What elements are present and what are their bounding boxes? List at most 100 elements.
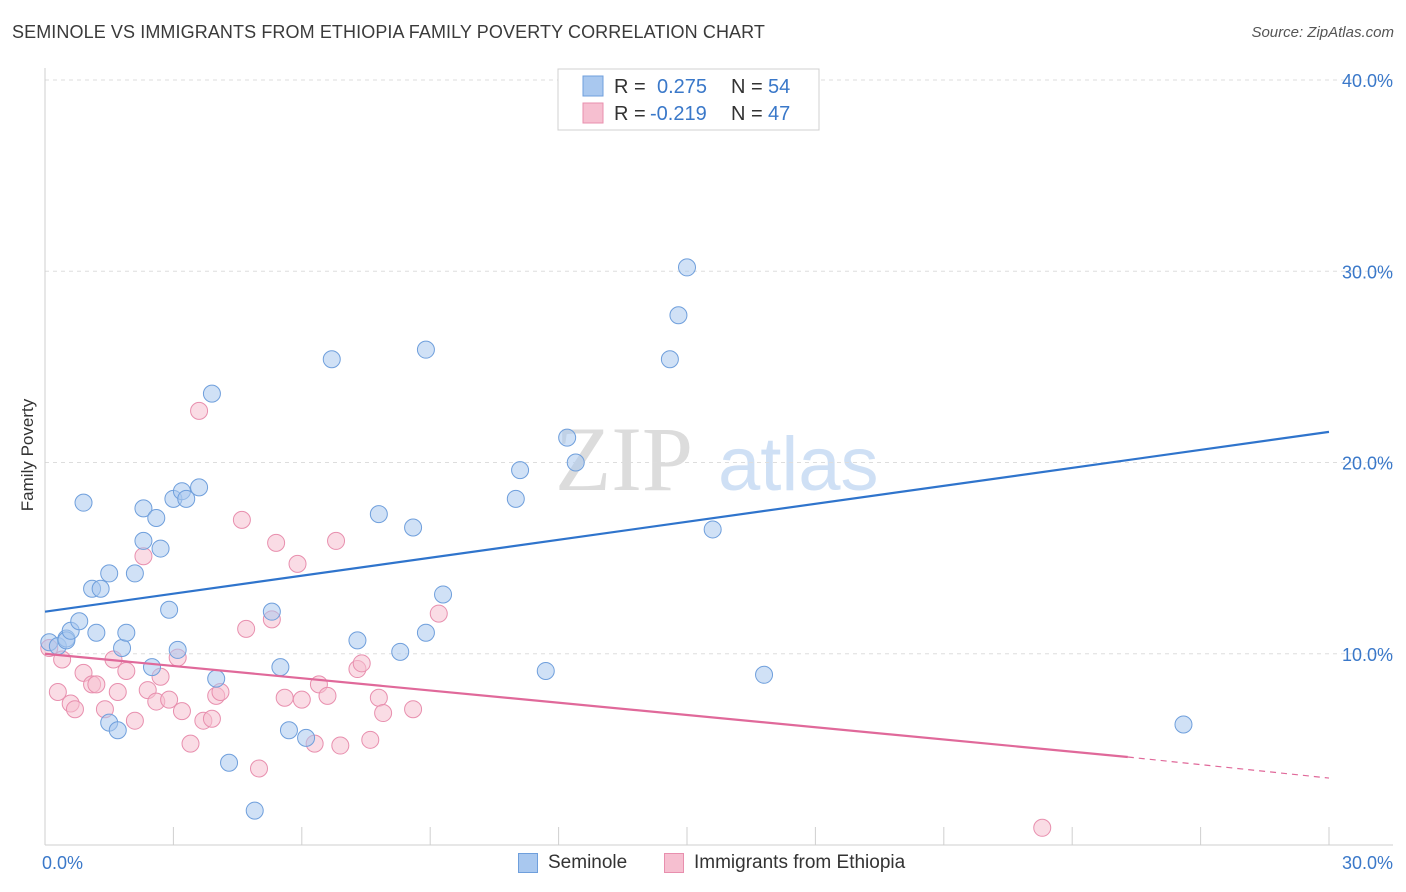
seminole-point-49 (669, 306, 688, 325)
y-tick-label-30: 30.0% (1342, 262, 1393, 282)
ethiopia-point-7 (87, 675, 106, 694)
watermark-atlas: atlas (718, 422, 879, 507)
ethiopia-point-17 (160, 690, 179, 709)
seminole-point-15 (125, 564, 144, 583)
ethiopia-point-4 (65, 700, 84, 719)
ethiopia-point-30 (267, 533, 286, 552)
ethiopia-point-40 (352, 654, 371, 673)
seminole-point-21 (160, 600, 179, 619)
seminole-point-30 (245, 801, 264, 820)
seminole-point-19 (147, 508, 166, 527)
source-label: Source: ZipAtlas.com (1251, 24, 1394, 41)
legend-swatch-seminole (582, 75, 604, 97)
ethiopia-point-26 (232, 510, 251, 529)
ethiopia-point-23 (202, 709, 221, 728)
seminole-point-38 (391, 642, 410, 661)
trendlines (44, 430, 1330, 779)
seminole-point-42 (434, 585, 453, 604)
legend-n-label-ethiopia: N = (731, 103, 763, 125)
ethiopia-point-20 (181, 734, 200, 753)
seminole-point-52 (755, 665, 774, 684)
seminole-point-43 (506, 489, 525, 508)
seminole-point-39 (404, 518, 423, 537)
series-ethiopia-points (40, 401, 1052, 837)
trendline-seminole (44, 430, 1330, 613)
trendline-ethiopia-extension (1127, 756, 1330, 779)
ethiopia-point-44 (404, 700, 423, 719)
x-tick-label-min: 0.0% (42, 853, 83, 873)
seminole-point-26 (190, 478, 209, 497)
seminole-point-35 (322, 350, 341, 369)
ethiopia-point-42 (369, 688, 388, 707)
ethiopia-point-28 (250, 759, 268, 778)
seminole-point-5 (70, 612, 89, 631)
chart-title: SEMINOLE VS IMMIGRANTS FROM ETHIOPIA FAM… (12, 22, 766, 42)
ethiopia-point-45 (429, 604, 448, 623)
seminole-point-10 (100, 564, 119, 583)
seminole-point-48 (660, 350, 679, 369)
series-swatch-ethiopia (664, 853, 684, 873)
seminole-point-41 (416, 340, 435, 359)
seminole-point-34 (297, 728, 316, 747)
seminole-point-36 (348, 631, 367, 650)
seminole-point-32 (271, 658, 290, 677)
ethiopia-point-10 (108, 683, 127, 701)
ethiopia-point-11 (117, 661, 136, 680)
legend-r-value-seminole: 0.275 (657, 76, 707, 98)
seminole-point-29 (220, 753, 239, 772)
ethiopia-point-32 (288, 554, 307, 573)
seminole-point-18 (143, 658, 161, 677)
seminole-point-12 (108, 721, 127, 740)
legend-r-label-seminole: R = (614, 76, 646, 98)
ethiopia-point-27 (237, 619, 256, 638)
x-tick-labels: 0.0% 30.0% (42, 853, 1393, 873)
ethiopia-point-36 (318, 686, 337, 705)
gridlines (45, 79, 1393, 655)
seminole-point-31 (262, 602, 281, 621)
seminole-point-13 (113, 639, 132, 658)
seminole-point-51 (703, 520, 722, 539)
series-legend-label-ethiopia: Immigrants from Ethiopia (694, 852, 906, 873)
seminole-point-23 (168, 640, 187, 659)
ethiopia-point-31 (275, 688, 294, 707)
series-legend-ethiopia: Immigrants from Ethiopia (664, 852, 905, 874)
ethiopia-point-41 (361, 730, 380, 749)
seminole-point-33 (279, 721, 298, 740)
seminole-point-16 (134, 499, 153, 518)
ethiopia-point-46 (1033, 818, 1052, 837)
ethiopia-point-38 (331, 736, 350, 755)
seminole-point-25 (177, 489, 196, 508)
seminole-point-37 (369, 505, 388, 524)
ethiopia-point-12 (125, 711, 144, 730)
legend-n-value-seminole: 54 (768, 76, 790, 98)
seminole-point-47 (566, 453, 585, 472)
seminole-point-9 (91, 579, 110, 598)
series-seminole-points (40, 258, 1193, 820)
y-tick-labels: 10.0% 20.0% 30.0% 40.0% (1342, 71, 1393, 665)
seminole-point-45 (536, 661, 555, 680)
legend-r-label-ethiopia: R = (614, 103, 646, 125)
seminole-point-40 (416, 623, 435, 642)
seminole-point-6 (74, 493, 93, 512)
axes (44, 68, 1393, 846)
seminole-point-53 (1174, 715, 1193, 734)
ethiopia-point-19 (172, 702, 191, 721)
ethiopia-point-13 (134, 547, 153, 566)
seminole-point-8 (87, 623, 106, 642)
seminole-point-14 (117, 623, 136, 642)
correlation-legend: R = 0.275 N = 54 R = -0.219 N = 47 (557, 68, 820, 131)
seminole-point-20 (151, 539, 170, 558)
y-tick-label-10: 10.0% (1342, 645, 1393, 665)
x-tick-label-max: 30.0% (1342, 853, 1393, 873)
series-legend-seminole: Seminole (518, 852, 627, 874)
ethiopia-point-37 (327, 531, 346, 550)
watermark: ZIP atlas (555, 408, 879, 510)
y-tick-label-20: 20.0% (1342, 454, 1393, 474)
seminole-point-46 (558, 428, 577, 447)
ethiopia-point-43 (374, 704, 393, 723)
series-swatch-seminole (518, 853, 538, 873)
seminole-point-28 (207, 669, 226, 688)
seminole-point-27 (202, 384, 221, 403)
y-tick-label-40: 40.0% (1342, 71, 1393, 91)
